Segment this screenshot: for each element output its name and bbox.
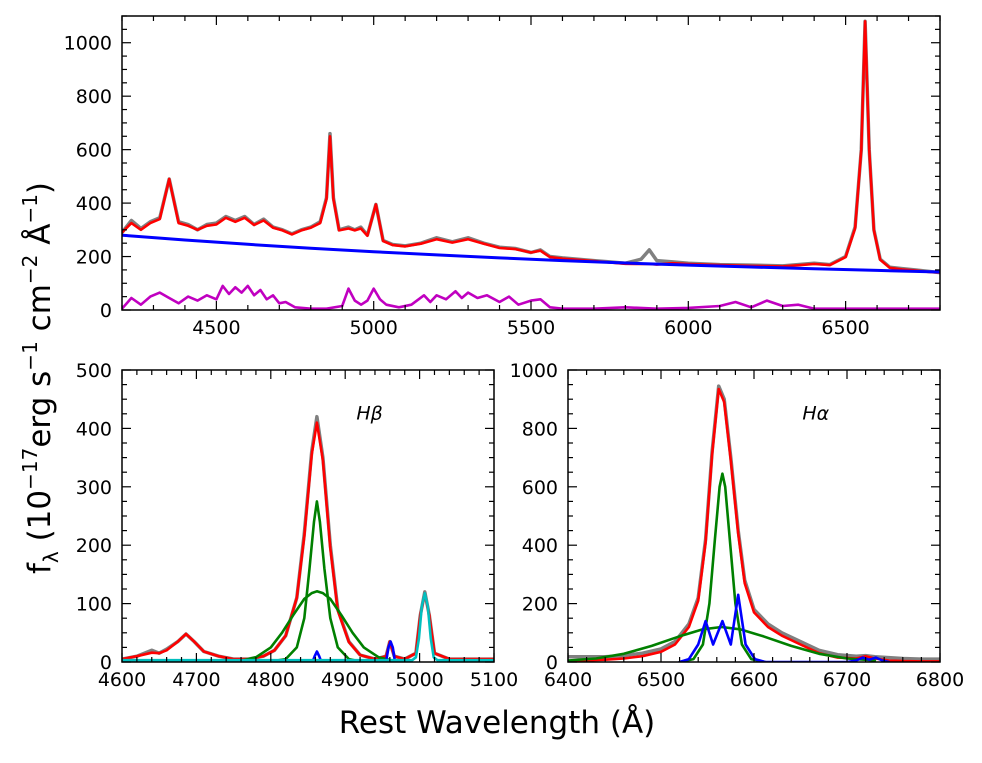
series-line-observed <box>568 384 940 661</box>
x-tick-label: 4800 <box>247 669 295 691</box>
series-group <box>122 19 940 310</box>
series-line-observed <box>122 414 494 661</box>
x-tick-label: 6400 <box>544 669 592 691</box>
series-line-broad-component-1 <box>678 472 767 662</box>
y-tick-label: 500 <box>76 360 112 382</box>
y-tick-label: 800 <box>522 418 558 440</box>
x-tick-label: 6600 <box>730 669 778 691</box>
y-tick-label: 0 <box>100 652 112 674</box>
y-tick-label: 1000 <box>510 360 558 382</box>
x-tick-label: 4600 <box>98 669 146 691</box>
series-line-broad-component-2 <box>239 589 395 662</box>
y-tick-label: 200 <box>76 247 112 269</box>
y-tick-label: 400 <box>76 193 112 215</box>
series-line-model <box>122 19 940 274</box>
y-tick-label: 100 <box>76 594 112 616</box>
x-tick-label: 5500 <box>507 317 555 339</box>
panel-full-spectrum: 4500 5000 5500 6000 6500 0 200 400 600 800 1000 <box>64 15 941 339</box>
series-line-OIII <box>122 591 494 662</box>
series-line-narrow-lines <box>678 593 891 662</box>
y-tick-label: 400 <box>522 535 558 557</box>
x-tick-label: 5000 <box>395 669 443 691</box>
y-tick-label: 800 <box>76 86 112 108</box>
y-tick-label: 200 <box>76 535 112 557</box>
series-line-model <box>568 387 940 662</box>
y-tick-label: 600 <box>76 140 112 162</box>
y-tick-label: 300 <box>76 477 112 499</box>
x-tick-label: 5100 <box>470 669 518 691</box>
panel-hbeta: 4600 4700 4800 4900 5000 5100 0 100 200 300 400 500… <box>76 360 518 691</box>
y-axis-title: fλ (10−17erg s−1 cm−2 Å−1) <box>18 182 63 574</box>
x-tick-label: 6500 <box>637 669 685 691</box>
series-group <box>568 384 940 662</box>
series-line-observed <box>122 19 940 275</box>
panel-line-label: Hα <box>802 403 829 425</box>
x-tick-label: 6800 <box>916 669 964 691</box>
y-tick-label: 1000 <box>64 33 112 55</box>
plot-frame <box>121 15 941 311</box>
y-tick-label: 600 <box>522 477 558 499</box>
series-line-FeII <box>122 284 940 310</box>
x-tick-label: 6500 <box>821 317 869 339</box>
plot-frame <box>121 369 495 663</box>
panel-line-label: Hβ <box>356 403 382 425</box>
y-tick-label: 0 <box>546 652 558 674</box>
x-tick-label: 6700 <box>823 669 871 691</box>
y-tick-label: 400 <box>76 418 112 440</box>
series-line-continuum <box>122 233 940 274</box>
series-line-narrow-lines <box>306 640 401 662</box>
series-line-broad-component-2 <box>568 625 877 662</box>
panel-halpha: 6400 6500 6600 6700 6800 0 200 400 600 800 1000 Hα <box>510 360 965 691</box>
y-tick-label: 0 <box>100 300 112 322</box>
series-line-model <box>122 421 494 661</box>
plot-frame <box>567 369 941 663</box>
x-tick-label: 6000 <box>664 317 712 339</box>
x-axis-title: Rest Wavelength (Å) <box>339 705 656 741</box>
series-group <box>122 414 494 662</box>
x-tick-label: 4700 <box>172 669 220 691</box>
x-tick-label: 5000 <box>350 317 398 339</box>
y-tick-label: 200 <box>522 594 558 616</box>
x-tick-label: 4900 <box>321 669 369 691</box>
x-tick-label: 4500 <box>192 317 240 339</box>
